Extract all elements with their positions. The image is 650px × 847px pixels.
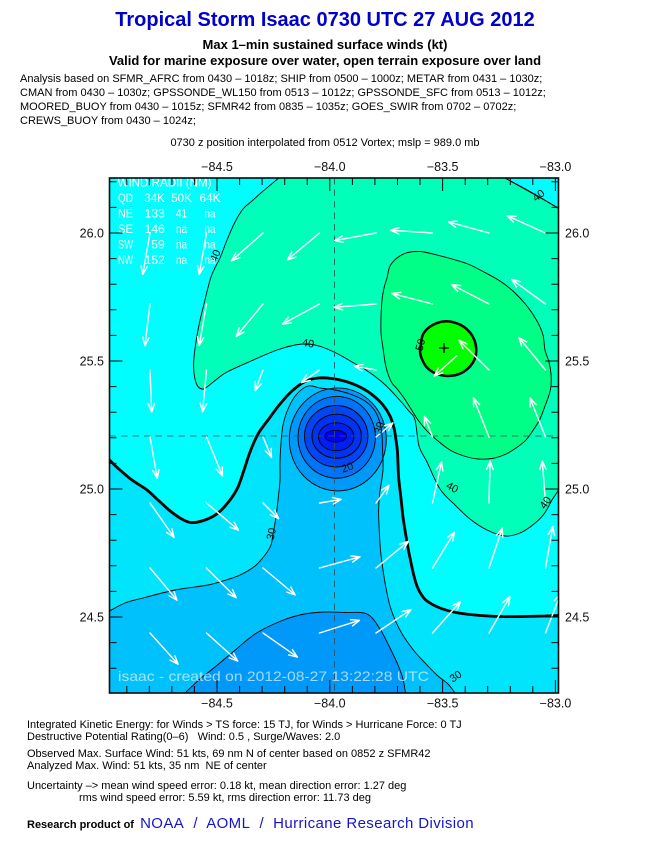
svg-text:152: 152 (145, 253, 165, 267)
svg-text:50: 50 (414, 338, 429, 353)
svg-text:na: na (176, 222, 187, 236)
svg-text:isaac - created on 2012-08-27: isaac - created on 2012-08-27 13:22:28 U… (118, 668, 429, 684)
svg-text:30: 30 (448, 669, 465, 686)
svg-text:41: 41 (176, 206, 188, 220)
svg-text:−83.0: −83.0 (540, 160, 572, 174)
svg-text:QD: QD (118, 191, 133, 205)
svg-text:SW: SW (118, 237, 133, 251)
svg-text:−84.0: −84.0 (314, 160, 346, 174)
svg-text:25.5: 25.5 (565, 355, 589, 369)
svg-text:24.5: 24.5 (80, 611, 104, 625)
svg-text:40: 40 (530, 187, 547, 204)
svg-text:20: 20 (340, 460, 355, 475)
svg-text:40: 40 (538, 495, 555, 512)
svg-text:30: 30 (265, 527, 279, 541)
svg-text:40: 40 (301, 337, 315, 351)
svg-text:146: 146 (145, 222, 165, 236)
svg-text:50K: 50K (171, 191, 192, 205)
svg-text:na: na (205, 237, 216, 251)
svg-text:−84.5: −84.5 (201, 697, 233, 711)
svg-text:−84.0: −84.0 (314, 697, 346, 711)
svg-text:64K: 64K (200, 191, 222, 205)
svg-text:−83.0: −83.0 (540, 697, 572, 711)
svg-text:NW: NW (118, 253, 133, 267)
svg-text:−84.5: −84.5 (201, 160, 233, 174)
svg-text:na: na (205, 206, 216, 220)
svg-text:WIND RADII (NM): WIND RADII (NM) (118, 176, 212, 190)
svg-text:40: 40 (208, 248, 224, 264)
svg-text:NE: NE (118, 206, 133, 220)
svg-text:26.0: 26.0 (565, 227, 589, 241)
svg-text:25.5: 25.5 (80, 355, 104, 369)
svg-text:na: na (176, 253, 187, 267)
svg-text:25.0: 25.0 (80, 483, 104, 497)
svg-text:25.0: 25.0 (565, 483, 589, 497)
svg-text:34K: 34K (144, 191, 165, 205)
svg-text:−83.5: −83.5 (427, 697, 459, 711)
svg-text:−83.5: −83.5 (427, 160, 459, 174)
svg-text:59: 59 (151, 237, 165, 251)
svg-text:SE: SE (118, 222, 133, 236)
svg-text:na: na (176, 237, 187, 251)
svg-text:24.5: 24.5 (565, 611, 589, 625)
svg-text:30: 30 (373, 421, 388, 436)
svg-text:26.0: 26.0 (80, 227, 104, 241)
svg-text:na: na (205, 253, 216, 267)
svg-text:na: na (205, 222, 216, 236)
svg-text:133: 133 (145, 206, 165, 220)
svg-text:40: 40 (444, 480, 460, 496)
